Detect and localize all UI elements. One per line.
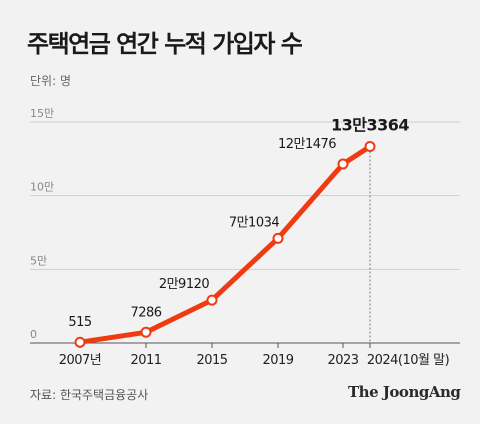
data-label: 2만9120 (159, 277, 210, 292)
axis-layer: 0 5만 10만 15만 2007년 2011 2015 2019 2023 2024(10월 말… (30, 107, 460, 368)
y-tick-label: 10만 (30, 181, 54, 194)
x-tick-label: 2019 (262, 353, 293, 368)
y-tick-label: 15만 (30, 107, 54, 120)
line-layer (77, 144, 373, 345)
grid-layer (30, 121, 460, 343)
data-point (206, 294, 218, 306)
y-tick-label: 0 (30, 328, 37, 341)
x-tick-label: 2024(10월 말) (367, 353, 449, 368)
series-line (77, 144, 373, 345)
data-point (364, 141, 376, 153)
data-point (74, 336, 86, 348)
x-tick-label: 2011 (130, 353, 161, 368)
data-point (140, 326, 152, 338)
data-label: 12만1476 (278, 137, 336, 152)
data-label-layer: 515 7286 2만9120 7만1034 12만1476 13만3364 (68, 116, 410, 331)
x-tick-label: 2023 (327, 353, 358, 368)
x-tick-label: 2007년 (59, 353, 102, 368)
point-layer (74, 141, 376, 348)
y-tick-label: 5만 (30, 254, 47, 267)
data-label: 7286 (130, 305, 161, 320)
data-point (272, 232, 284, 244)
data-label: 515 (68, 315, 92, 330)
chart-title: 주택연금 연간 누적 가입자 수 (27, 30, 303, 58)
data-label: 7만1034 (229, 215, 280, 230)
brand-logo: The JoongAng (348, 383, 461, 401)
source-note: 자료: 한국주택금융공사 (30, 388, 149, 402)
data-point (337, 158, 349, 170)
x-tick-label: 2015 (196, 353, 227, 368)
data-label: 13만3364 (331, 116, 409, 135)
unit-label: 단위: 명 (30, 74, 71, 88)
